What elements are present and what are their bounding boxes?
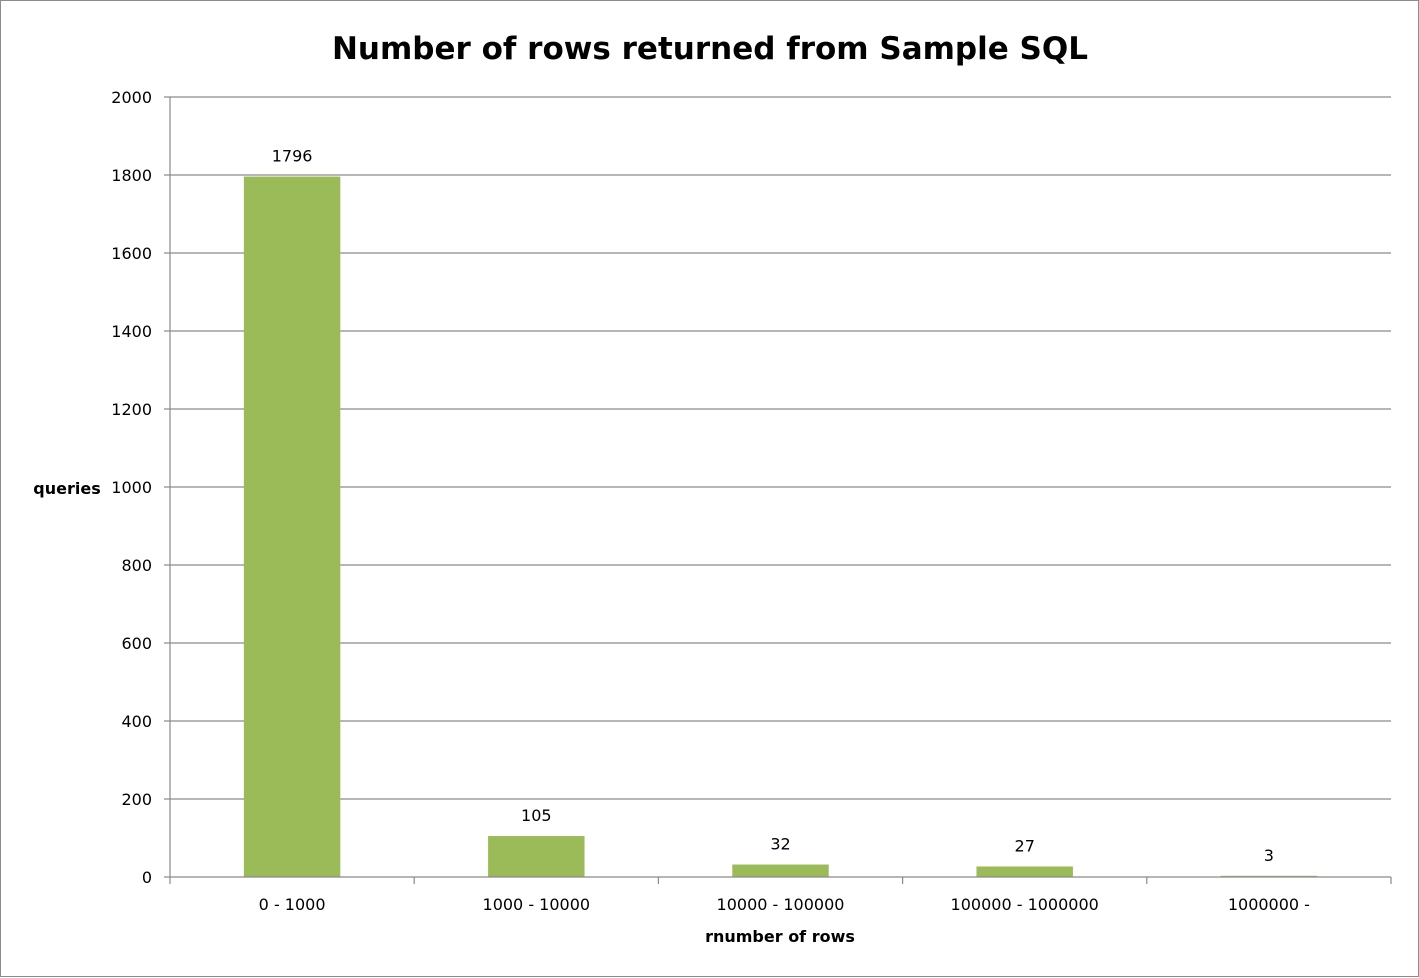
x-axis-ticks: 0 - 1000 1000 - 10000 10000 - 100000 100000… xyxy=(169,876,1392,914)
chart-title: Number of rows returned from Sample SQL xyxy=(332,31,1088,67)
data-labels: 1796 105 32 27 3 xyxy=(272,147,1274,865)
bars xyxy=(243,176,1318,877)
bar xyxy=(243,176,341,877)
data-label: 3 xyxy=(1264,846,1274,865)
y-tick-label: 200 xyxy=(121,790,152,809)
y-tick-label: 1800 xyxy=(111,166,152,185)
x-axis-title: rnumber of rows xyxy=(705,927,855,946)
y-tick-label: 1400 xyxy=(111,322,152,341)
bar xyxy=(976,866,1073,877)
y-tick-label: 400 xyxy=(121,712,152,731)
x-tick-label: 0 - 1000 xyxy=(259,895,326,914)
data-label: 27 xyxy=(1015,836,1035,855)
y-tick-label: 800 xyxy=(121,556,152,575)
x-tick-label: 1000000 - xyxy=(1228,895,1310,914)
y-tick-label: 1600 xyxy=(111,244,152,263)
y-tick-label: 600 xyxy=(121,634,152,653)
y-axis-ticks: 0 200 400 600 800 1000 1200 1400 1600 1800 2000 xyxy=(111,88,171,887)
gridlines xyxy=(170,96,1391,800)
y-tick-label: 1000 xyxy=(111,478,152,497)
x-tick-label: 1000 - 10000 xyxy=(483,895,591,914)
x-tick-label: 100000 - 1000000 xyxy=(951,895,1099,914)
y-tick-label: 1200 xyxy=(111,400,152,419)
bar xyxy=(488,836,585,877)
y-tick-label: 2000 xyxy=(111,88,152,107)
data-label: 32 xyxy=(770,835,790,854)
data-label: 1796 xyxy=(272,147,313,166)
x-tick-label: 10000 - 100000 xyxy=(717,895,845,914)
y-tick-label: 0 xyxy=(142,868,152,887)
y-axis-title: queries xyxy=(33,479,100,498)
data-label: 105 xyxy=(521,806,552,825)
bar xyxy=(732,864,829,877)
